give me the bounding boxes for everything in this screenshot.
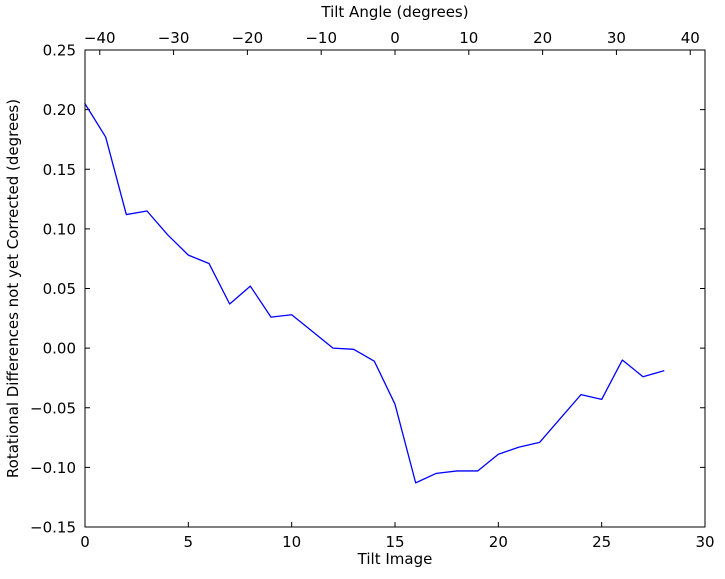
top-tick-label: 10 xyxy=(459,29,478,47)
x-tick-label: 15 xyxy=(385,533,404,551)
y-tick-label: 0.20 xyxy=(43,101,76,119)
y-tick-label: 0.00 xyxy=(43,340,76,358)
top-tick-label: 40 xyxy=(681,29,700,47)
top-axis-title: Tilt Angle (degrees) xyxy=(320,3,468,21)
top-tick-label: 20 xyxy=(533,29,552,47)
plot-frame xyxy=(84,49,706,528)
top-tick-label: −30 xyxy=(158,29,190,47)
x-tick-label: 10 xyxy=(282,533,301,551)
y-tick-label: −0.10 xyxy=(30,459,76,477)
x-tick-label: 20 xyxy=(489,533,508,551)
top-tick-label: 30 xyxy=(607,29,626,47)
y-tick-label: 0.05 xyxy=(43,280,76,298)
x-axis-title: Tilt Image xyxy=(357,550,433,568)
y-tick-label: −0.05 xyxy=(30,399,76,417)
y-axis-title: Rotational Differences not yet Corrected… xyxy=(4,99,22,478)
top-tick-label: −10 xyxy=(305,29,337,47)
y-tick-label: 0.15 xyxy=(43,161,76,179)
y-tick-label: 0.10 xyxy=(43,220,76,238)
x-tick-label: 5 xyxy=(184,533,194,551)
top-tick-label: −40 xyxy=(84,29,116,47)
y-tick-label: −0.15 xyxy=(30,519,76,537)
plot-area: 0 5 10 15 20 25 30 −40 −30 −20 −10 0 10 20 30 40 0.25 0.2… xyxy=(30,29,715,551)
x-tick-label: 30 xyxy=(695,533,714,551)
data-line xyxy=(84,102,665,484)
top-tick-label: 0 xyxy=(390,29,400,47)
x-tick-label: 0 xyxy=(80,533,90,551)
x-tick-label: 25 xyxy=(592,533,611,551)
y-tick-label: 0.25 xyxy=(43,42,76,60)
top-tick-label: −20 xyxy=(232,29,264,47)
